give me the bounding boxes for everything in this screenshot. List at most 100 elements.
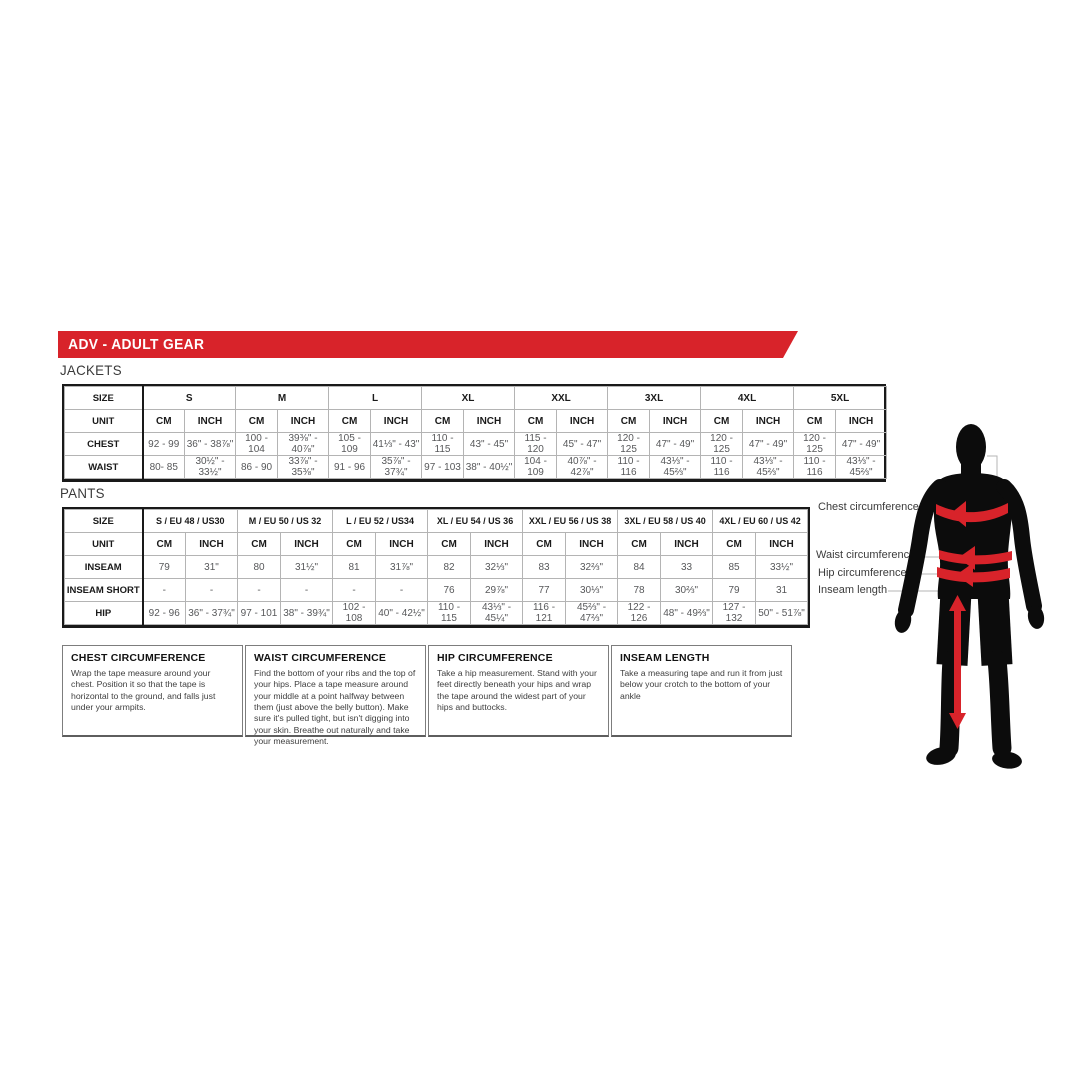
head-shape — [956, 424, 986, 470]
size-cell: 4XL — [700, 386, 795, 410]
cm-header-cell: CM — [700, 409, 744, 433]
inch-header-cell: INCH — [183, 409, 237, 433]
size-label-cell: SIZE — [64, 509, 144, 533]
inseam-arrow-top-icon — [949, 595, 966, 611]
banner-title: ADV - ADULT GEAR — [68, 336, 205, 353]
inch-value-cell: - — [280, 578, 334, 602]
section-banner: ADV - ADULT GEAR — [58, 331, 798, 358]
inch-value-cell: 29⅞" — [470, 578, 524, 602]
figure-label-hip: Hip circumference — [818, 567, 907, 579]
inch-value-cell: 31⅞" — [375, 555, 429, 579]
jackets-heading: JACKETS — [60, 362, 122, 378]
cm-value-cell: 122 - 126 — [617, 601, 662, 625]
instruction-box-inseam: INSEAM LENGTH Take a measuring tape and … — [611, 645, 792, 737]
cm-value-cell: 115 - 120 — [514, 432, 558, 456]
cm-value-cell: 79 — [142, 555, 186, 579]
hip-band-icon — [937, 567, 1010, 583]
size-cell: M / EU 50 / US 32 — [237, 509, 334, 533]
inch-header-cell: INCH — [370, 409, 423, 433]
cm-value-cell: 91 - 96 — [328, 455, 372, 479]
cm-value-cell: 120 - 125 — [700, 432, 744, 456]
instruction-title: HIP CIRCUMFERENCE — [437, 652, 553, 664]
instruction-body: Find the bottom of your ribs and the top… — [254, 668, 416, 746]
cm-header-cell: CM — [328, 409, 372, 433]
cm-value-cell: 105 - 109 — [328, 432, 372, 456]
cm-value-cell: 116 - 121 — [522, 601, 567, 625]
cm-value-cell: 97 - 101 — [237, 601, 282, 625]
waist-band-icon — [939, 550, 1012, 565]
instruction-title: WAIST CIRCUMFERENCE — [254, 652, 387, 664]
inch-header-cell: INCH — [280, 532, 334, 556]
size-cell: 3XL / EU 58 / US 40 — [617, 509, 714, 533]
inch-value-cell: 38" - 39¾" — [280, 601, 334, 625]
cm-header-cell: CM — [607, 409, 651, 433]
table-row: INSEAM SHORT - - - - - -76 29⅞" 77 30⅓" 78 30⅔" 79 31 — [64, 578, 809, 602]
unit-header-row: UNIT CM INCH CM INCH CM INCH CM INCH CM INCH CM INCH… — [64, 409, 888, 433]
unit-label-cell: UNIT — [64, 409, 144, 433]
measurement-instructions: CHEST CIRCUMFERENCE Wrap the tape measur… — [62, 645, 792, 746]
cm-value-cell: 84 — [617, 555, 662, 579]
size-cell: XXL / EU 56 / US 38 — [522, 509, 619, 533]
cm-value-cell: 127 - 132 — [712, 601, 757, 625]
row-label-cell: INSEAM SHORT — [64, 578, 144, 602]
cm-value-cell: 120 - 125 — [607, 432, 651, 456]
unit-header-row: UNIT CM INCH CM INCH CM INCH CM INCH CM INCH CM INCH… — [64, 532, 809, 556]
cm-header-cell: CM — [617, 532, 662, 556]
inch-value-cell: 32⅓" — [470, 555, 524, 579]
waist-band-arrow-icon — [958, 546, 975, 570]
table-row: CHEST 92 - 99 36" - 38⅞" 100 - 104 39⅜" - 40… — [64, 432, 888, 456]
inch-value-cell: 47" - 49" — [835, 432, 888, 456]
cm-value-cell: - — [142, 578, 186, 602]
cm-header-cell: CM — [421, 409, 465, 433]
cm-value-cell: - — [332, 578, 377, 602]
cm-value-cell: 110 - 116 — [607, 455, 651, 479]
table-row: WAIST 80- 85 30½" - 33½" 86 - 90 33⅞" - 35⅜"… — [64, 455, 888, 479]
inch-value-cell: 50" - 51⅞" — [755, 601, 809, 625]
size-header-row: SIZE S / EU 48 / US30 M / EU 50 / US 32 L /… — [64, 509, 809, 533]
instruction-box-chest: CHEST CIRCUMFERENCE Wrap the tape measur… — [62, 645, 243, 737]
left-calf-shape — [939, 650, 962, 758]
right-calf-shape — [987, 650, 1012, 758]
cm-value-cell: 82 — [427, 555, 472, 579]
figure-label-chest: Chest circumference — [818, 501, 919, 513]
inch-value-cell: 43⅓" - 45⅔" — [835, 455, 888, 479]
body-silhouette-figure — [888, 424, 1045, 769]
cm-value-cell: 79 — [712, 578, 757, 602]
pants-heading: PANTS — [60, 485, 105, 501]
pants-size-table: SIZE S / EU 48 / US30 M / EU 50 / US 32 L /… — [62, 507, 810, 628]
cm-value-cell: 92 - 99 — [142, 432, 185, 456]
cm-value-cell: 92 - 96 — [142, 601, 186, 625]
inch-value-cell: 35⅞" - 37¾" — [370, 455, 423, 479]
cm-header-cell: CM — [427, 532, 472, 556]
chest-band-icon — [936, 503, 1008, 523]
inseam-arrow-bottom-icon — [949, 713, 966, 729]
left-arm-shape — [898, 479, 948, 618]
cm-value-cell: 76 — [427, 578, 472, 602]
size-cell: 4XL / EU 60 / US 42 — [712, 509, 809, 533]
cm-value-cell: 77 — [522, 578, 567, 602]
instruction-box-waist: WAIST CIRCUMFERENCE Find the bottom of y… — [245, 645, 426, 746]
size-cell: 5XL — [793, 386, 888, 410]
size-cell: L — [328, 386, 423, 410]
inch-header-cell: INCH — [565, 532, 619, 556]
inch-value-cell: 45" - 47" — [556, 432, 609, 456]
inch-value-cell: 45⅔" - 47⅔" — [565, 601, 619, 625]
cm-value-cell: 97 - 103 — [421, 455, 465, 479]
table-row: INSEAM 79 31" 80 31½" 81 31⅞" 82 32⅓" 83 32⅔" 84 33 8… — [64, 555, 809, 579]
inch-header-cell: INCH — [184, 532, 239, 556]
inch-value-cell: 43⅓" - 45¼" — [470, 601, 524, 625]
right-hand-shape — [1027, 605, 1045, 629]
size-cell: S / EU 48 / US30 — [141, 509, 239, 533]
row-label-cell: HIP — [64, 601, 144, 625]
unit-label-cell: UNIT — [64, 532, 144, 556]
size-label-cell: SIZE — [64, 386, 144, 410]
inch-value-cell: 31" — [184, 555, 239, 579]
cm-header-cell: CM — [235, 409, 279, 433]
instruction-body: Wrap the tape measure around your chest.… — [71, 668, 216, 712]
cm-header-cell: CM — [142, 532, 186, 556]
cm-value-cell: - — [237, 578, 282, 602]
inch-value-cell: 36" - 38⅞" — [183, 432, 237, 456]
inch-value-cell: 33⅞" - 35⅜" — [277, 455, 330, 479]
cm-value-cell: 80- 85 — [142, 455, 185, 479]
size-cell: XL / EU 54 / US 36 — [427, 509, 524, 533]
